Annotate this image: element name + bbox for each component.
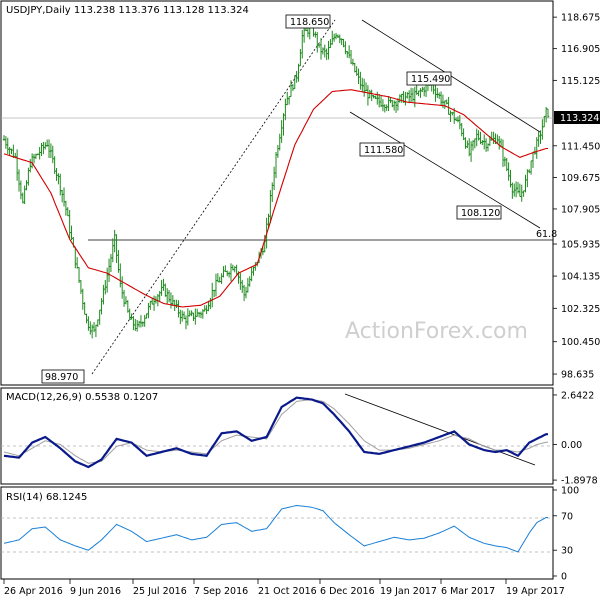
time-axis-tick-label: 19 Jan 2017 bbox=[380, 586, 437, 597]
price-axis-tick-label: 118.675 bbox=[561, 13, 600, 24]
time-axis-tick-label: 25 Jul 2016 bbox=[133, 586, 187, 597]
label-swing-3: 108.120 bbox=[456, 205, 502, 220]
time-axis-tick-label: 26 Apr 2016 bbox=[4, 586, 63, 597]
price-axis-tick-label: 100.450 bbox=[561, 337, 600, 348]
rsi-label: RSI(14) 68.1245 bbox=[6, 492, 87, 503]
price-axis-tick-label: 98.635 bbox=[561, 370, 594, 381]
time-axis-tick-label: 9 Jun 2016 bbox=[70, 586, 121, 597]
macd-axis-tick-label: 2.6422 bbox=[561, 390, 594, 401]
label-swing-2: 111.580 bbox=[359, 142, 405, 157]
macd-label: MACD(12,26,9) 0.5538 0.1207 bbox=[6, 392, 158, 403]
rsi-axis-tick-label: 30 bbox=[561, 546, 573, 557]
price-panel-frame bbox=[0, 0, 554, 386]
svg-text:98.970: 98.970 bbox=[45, 372, 78, 383]
channel-lower-line bbox=[349, 111, 541, 229]
rsi-axis-tick-label: 70 bbox=[561, 511, 573, 522]
time-axis: 26 Apr 2016 9 Jun 2016 25 Jul 2016 7 Sep 20… bbox=[3, 579, 565, 597]
rsi-panel-frame bbox=[0, 486, 554, 580]
price-axis-tick-label: 105.935 bbox=[561, 240, 600, 251]
watermark: ActionForex.com bbox=[345, 319, 528, 344]
fib-label: 61.8 bbox=[536, 229, 557, 240]
rsi-axis-tick-label: 100 bbox=[561, 486, 579, 497]
svg-text:108.120: 108.120 bbox=[461, 208, 500, 219]
moving-average-line bbox=[3, 89, 548, 308]
current-price-tag-text: 113.324 bbox=[560, 113, 599, 124]
macd-axis-tick-label: -1.8978 bbox=[561, 476, 598, 487]
label-high: 118.650 bbox=[285, 14, 331, 29]
price-axis: 118.675 116.905 115.125 111.450 109.675 107.9… bbox=[553, 13, 600, 381]
rsi-line bbox=[3, 504, 548, 553]
price-bar bbox=[546, 108, 550, 118]
label-low: 98.970 bbox=[41, 369, 85, 384]
current-price-tag bbox=[554, 111, 600, 124]
time-axis-tick-label: 6 Dec 2016 bbox=[320, 586, 375, 597]
price-axis-tick-label: 111.450 bbox=[561, 141, 600, 152]
label-swing-1: 115.490 bbox=[406, 71, 452, 86]
macd-trendline bbox=[344, 393, 536, 466]
svg-text:111.580: 111.580 bbox=[364, 145, 403, 156]
price-axis-tick-label: 109.675 bbox=[561, 173, 600, 184]
svg-text:118.650: 118.650 bbox=[290, 17, 329, 28]
time-axis-tick-label: 21 Oct 2016 bbox=[258, 586, 317, 597]
macd-line bbox=[3, 396, 548, 469]
price-axis-tick-label: 115.125 bbox=[561, 76, 600, 87]
price-axis-tick-label: 107.905 bbox=[561, 204, 600, 215]
macd-axis-tick-label: 0.00 bbox=[561, 440, 582, 451]
macd-axis: 2.6422 0.00 -1.8978 bbox=[553, 390, 598, 487]
time-axis-tick-label: 6 Mar 2017 bbox=[441, 586, 495, 597]
rsi-axis: 100 70 30 0 bbox=[553, 486, 579, 583]
price-axis-tick-label: 102.325 bbox=[561, 304, 600, 315]
time-axis-tick-label: 7 Sep 2016 bbox=[194, 586, 248, 597]
chart-header: USDJPY,Daily 113.238 113.376 113.128 113… bbox=[6, 5, 249, 16]
rsi-axis-tick-label: 0 bbox=[561, 572, 567, 583]
time-axis-tick-label: 19 Apr 2017 bbox=[506, 586, 565, 597]
price-axis-tick-label: 116.905 bbox=[561, 44, 600, 55]
price-axis-tick-label: 104.135 bbox=[561, 272, 600, 283]
price-bars bbox=[2, 14, 550, 339]
svg-text:115.490: 115.490 bbox=[411, 74, 450, 85]
